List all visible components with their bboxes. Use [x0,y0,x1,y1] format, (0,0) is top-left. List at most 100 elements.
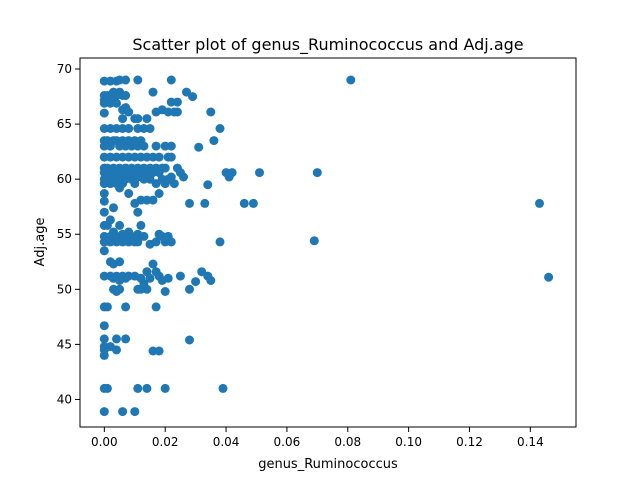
data-point [151,237,161,247]
y-tick-label: 50 [57,282,72,296]
data-point [160,287,170,296]
data-point [148,195,158,205]
data-point [215,124,225,133]
data-point [151,302,161,312]
plot-frame [79,57,577,428]
data-point [142,114,152,124]
data-point [185,335,194,345]
data-point [206,276,216,285]
y-tick-label: 40 [57,392,72,406]
data-point [148,87,158,97]
x-tick-label: 0.00 [91,435,118,449]
y-axis-ticks: 40 45 50 55 60 65 70 [57,62,80,406]
data-point [133,207,143,217]
y-tick-label: 55 [57,227,72,241]
x-axis-ticks: 0.00 0.02 0.04 0.06 0.08 0.10 0.12 0.14 [91,427,544,449]
data-point [133,237,143,247]
x-tick-label: 0.12 [456,435,483,449]
data-point [124,124,134,133]
data-point [151,141,161,151]
data-point [239,198,249,208]
y-tick-label: 45 [57,337,72,351]
points-layer [99,75,554,417]
data-point [163,273,173,283]
y-axis-label: Adj.age [33,218,48,267]
data-point [148,259,158,269]
data-point [206,107,216,117]
data-point [99,350,109,360]
data-point [194,142,204,152]
data-point [145,273,155,283]
data-point [346,75,356,85]
data-point [200,198,210,208]
data-point [154,152,164,162]
data-point [154,346,164,356]
y-tick-label: 65 [57,117,72,131]
data-point [188,92,198,102]
data-point [160,163,170,173]
data-point [118,114,128,124]
data-point [99,407,109,417]
data-point [118,407,128,417]
data-point [99,207,109,217]
data-point [175,271,185,281]
data-point [203,180,213,190]
data-point [255,168,264,178]
data-point [102,383,112,393]
data-point [185,284,194,294]
data-point [121,75,131,85]
y-tick-label: 70 [57,62,72,76]
data-point [136,220,146,230]
data-point [535,198,544,208]
x-axis-label: genus_Ruminococcus [258,457,398,472]
x-tick-label: 0.08 [334,435,361,449]
data-point [99,189,109,198]
data-point [115,284,125,294]
data-point [179,172,188,182]
data-point [109,203,118,213]
data-point [112,98,121,108]
data-point [115,257,125,267]
data-point [209,136,219,146]
data-point [139,141,149,151]
data-point [142,383,152,393]
data-point [169,179,179,189]
data-point [166,152,176,162]
data-point [139,231,149,241]
data-point [145,124,155,133]
data-point [105,215,115,225]
data-point [154,189,164,198]
chart-title: Scatter plot of genus_Ruminococcus and A… [132,35,523,55]
data-point [112,334,121,344]
data-point [227,168,237,178]
data-point [99,108,109,118]
data-point [121,334,131,344]
data-point [172,107,182,117]
y-tick-label: 60 [57,172,72,186]
x-tick-label: 0.14 [517,435,544,449]
data-point [185,198,194,208]
data-point [166,237,176,247]
data-point [102,302,112,312]
data-point [191,277,201,287]
data-point [133,383,143,393]
data-point [121,91,131,100]
data-point [115,220,125,230]
data-point [309,236,319,246]
data-point [142,284,152,294]
data-point [121,302,131,312]
data-point [172,97,182,107]
x-tick-label: 0.06 [274,435,301,449]
data-point [312,168,322,178]
data-point [130,407,140,417]
x-tick-label: 0.10 [395,435,422,449]
data-point [99,334,109,344]
data-point [112,345,121,355]
data-point [99,196,109,206]
data-point [99,321,109,331]
x-tick-label: 0.02 [152,435,179,449]
data-point [166,141,176,151]
data-point [124,189,134,198]
